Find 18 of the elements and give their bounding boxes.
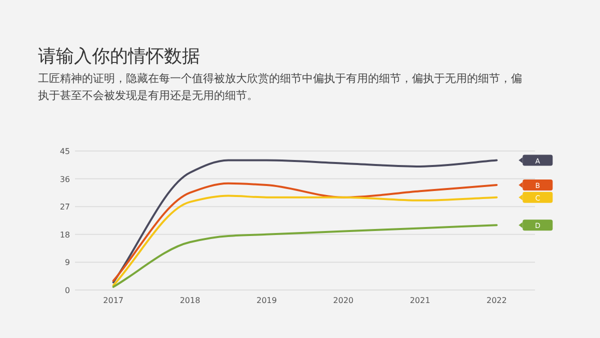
x-tick-label: 2021 <box>410 296 430 305</box>
y-tick-label: 36 <box>60 174 70 184</box>
line-series <box>112 194 498 286</box>
x-tick-label: 2017 <box>103 296 124 305</box>
y-tick-label: 9 <box>64 258 70 268</box>
y-tick-label: 0 <box>64 286 70 295</box>
line-series <box>112 182 498 282</box>
x-tick-label: 2018 <box>180 296 200 305</box>
x-tick-label: 2022 <box>486 296 507 305</box>
y-tick-label: 45 <box>60 147 70 156</box>
line-series <box>112 159 498 284</box>
line-series <box>112 224 498 288</box>
x-tick-label: 2019 <box>256 296 277 305</box>
y-tick-label: 27 <box>60 202 70 212</box>
y-tick-label: 18 <box>60 230 70 240</box>
chart-subtitle: 工匠精神的证明，隐藏在每一个值得被放大欣赏的细节中偏执于有用的细节，偏执于无用的细节，偏执于甚至不会被发现是有用还是无用的细节。 <box>38 71 523 104</box>
chart-title: 请输入你的情怀数据 <box>38 46 200 67</box>
x-tick-label: 2020 <box>333 296 354 305</box>
